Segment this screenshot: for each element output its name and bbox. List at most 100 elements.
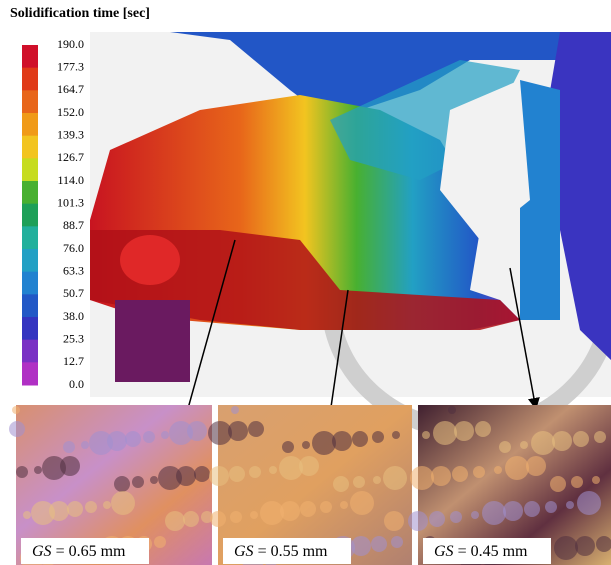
legend-label: 126.7: [57, 150, 84, 164]
dendrite: [132, 476, 144, 488]
dendrite: [573, 431, 589, 447]
dendrite: [526, 456, 546, 476]
dendrite: [450, 511, 462, 523]
dendrite: [503, 501, 523, 521]
legend-swatch: [22, 272, 38, 295]
dendrite: [545, 501, 557, 513]
dendrite: [332, 431, 352, 451]
dendrite: [34, 466, 42, 474]
legend: 190.0177.3164.7152.0139.3126.7114.0101.3…: [22, 37, 84, 391]
grain-size-label: GS= 0.45 mm: [434, 543, 528, 560]
dendrite: [280, 501, 300, 521]
dendrite: [340, 501, 348, 509]
dendrite: [125, 431, 141, 447]
legend-label: 38.0: [63, 309, 84, 323]
legend-label: 164.7: [57, 82, 84, 96]
dendrite: [16, 466, 28, 478]
legend-label: 139.3: [57, 127, 84, 141]
dendrite: [471, 511, 479, 519]
dendrite: [520, 441, 528, 449]
legend-label: 50.7: [63, 286, 84, 300]
dendrite: [165, 511, 185, 531]
dendrite: [183, 511, 199, 527]
dendrite: [269, 466, 277, 474]
dendrite: [373, 476, 381, 484]
dendrite: [111, 491, 135, 515]
dendrite: [505, 456, 529, 480]
dendrite: [12, 406, 20, 414]
figure: Solidification time [sec] 190.0177.3164.…: [0, 0, 611, 565]
dendrite: [107, 431, 127, 451]
dendrite: [448, 406, 456, 414]
dendrite: [299, 456, 319, 476]
dendrite: [592, 476, 600, 484]
dendrite: [194, 466, 210, 482]
legend-label: 152.0: [57, 105, 84, 119]
legend-label: 177.3: [57, 59, 84, 73]
dendrite: [391, 536, 403, 548]
page: Solidification time [sec] 190.0177.3164.…: [0, 0, 611, 565]
value: = 0.65 mm: [56, 543, 126, 560]
symbol: GS: [434, 543, 454, 560]
legend-swatch: [22, 340, 38, 363]
symbol: GS: [234, 543, 254, 560]
dendrite: [49, 501, 69, 521]
dendrite: [550, 476, 566, 492]
dendrite: [383, 466, 407, 490]
dendrite: [231, 406, 239, 414]
dendrite: [577, 491, 601, 515]
legend-swatch: [22, 226, 38, 249]
legend-label: 25.3: [63, 331, 84, 345]
legend-swatch: [22, 181, 38, 204]
legend-label: 88.7: [63, 218, 84, 232]
legend-swatch: [22, 204, 38, 227]
dendrite: [300, 501, 316, 517]
dendrite: [60, 456, 80, 476]
dendrite: [352, 431, 368, 447]
dendrite: [161, 431, 169, 439]
legend-label: 63.3: [63, 263, 84, 277]
dendrite: [384, 511, 404, 531]
dendrite: [482, 501, 506, 525]
legend-swatch: [22, 362, 38, 385]
legend-swatch: [22, 113, 38, 136]
dendrite: [150, 476, 158, 484]
symbol: GS: [32, 543, 52, 560]
dendrite: [210, 511, 226, 527]
grain-size-label: GS= 0.65 mm: [32, 543, 126, 560]
dendrite: [475, 421, 491, 437]
value: = 0.55 mm: [258, 543, 328, 560]
dendrite: [209, 466, 229, 486]
legend-label: 190.0: [57, 37, 84, 51]
legend-swatch: [22, 249, 38, 272]
legend-swatch: [22, 136, 38, 159]
dendrite: [154, 536, 166, 548]
legend-label: 0.0: [69, 377, 84, 391]
value: = 0.45 mm: [458, 543, 528, 560]
legend-label: 76.0: [63, 241, 84, 255]
dendrite: [282, 441, 294, 453]
dendrite: [392, 431, 400, 439]
dendrite: [250, 511, 258, 519]
dendrite: [433, 421, 457, 445]
dendrite: [103, 501, 111, 509]
dendrite: [408, 511, 428, 531]
dendrite: [320, 501, 332, 513]
dendrite: [353, 476, 365, 488]
legend-swatch: [22, 45, 38, 68]
dendrite: [473, 466, 485, 478]
dendrite: [351, 536, 371, 556]
dendrite: [85, 501, 97, 513]
dendrite: [566, 501, 574, 509]
dendrite: [187, 421, 207, 441]
dendrite: [229, 466, 245, 482]
dendrite: [176, 466, 196, 486]
dendrite: [410, 466, 434, 490]
dendrite: [114, 476, 130, 492]
dendrite: [552, 431, 572, 451]
simulation-image: [90, 32, 611, 430]
dendrite: [249, 466, 261, 478]
legend-swatch: [22, 90, 38, 113]
dendrite: [228, 421, 248, 441]
legend-swatch: [22, 158, 38, 181]
